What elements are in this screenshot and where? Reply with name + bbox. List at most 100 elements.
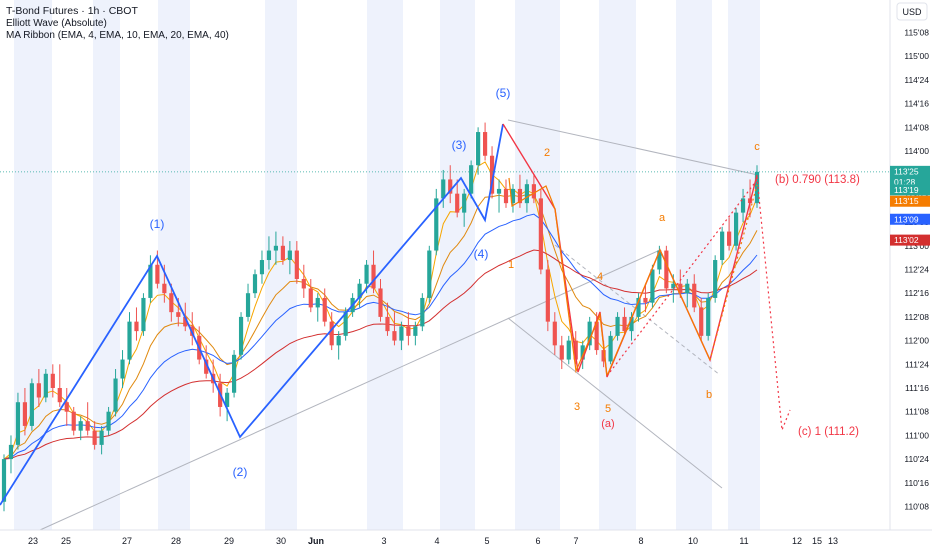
candle-body <box>754 171 760 204</box>
blue-wave-label: (4) <box>474 247 489 261</box>
projection-dotted-line <box>756 176 791 431</box>
candle-body <box>727 231 732 246</box>
session-band <box>599 0 636 530</box>
price-label-text: 113'25 <box>894 166 919 176</box>
price-label-box <box>890 195 930 207</box>
candle-body <box>671 283 676 289</box>
candle-body <box>259 260 265 275</box>
candle-body <box>43 373 48 398</box>
indicator-elliott-wave[interactable]: Elliott Wave (Absolute) <box>6 17 107 29</box>
candle-body <box>245 293 251 317</box>
session-band <box>728 0 760 530</box>
candle-body <box>629 316 634 332</box>
orange-wave-label: b <box>706 389 712 401</box>
candle <box>287 241 292 275</box>
candle <box>371 250 376 294</box>
price-tick-label: 114'08 <box>904 122 929 132</box>
orange-wave-label: 4 <box>597 271 603 283</box>
candle <box>608 331 613 365</box>
time-tick-label: 12 <box>792 536 802 546</box>
symbol-title[interactable]: T-Bond Futures · 1h · CBOT <box>6 5 138 17</box>
candle-body <box>343 312 348 336</box>
currency-button[interactable] <box>896 2 928 21</box>
candle <box>1 454 7 512</box>
price-label-countdown: 01:28 <box>894 177 916 187</box>
candle-body <box>273 245 279 251</box>
candle-body <box>336 335 341 346</box>
candle-body <box>176 312 181 317</box>
candle-body <box>580 345 585 360</box>
session-band <box>515 0 560 530</box>
price-tick-label: 110'08 <box>904 502 929 512</box>
price-tick-label: 112'00 <box>904 336 929 346</box>
candle-body <box>594 321 599 351</box>
orange-wave-label: 3 <box>574 401 580 413</box>
candle-body <box>733 212 739 246</box>
candle <box>524 179 530 213</box>
orange-wave-label: a <box>659 212 666 224</box>
candle-body <box>106 411 111 431</box>
price-tick-label: 113'00 <box>904 241 929 251</box>
price-tick-label: 112'16 <box>904 288 929 298</box>
price-tick-label: 114'24 <box>904 75 929 85</box>
blue-wave-label: (1) <box>150 217 165 231</box>
session-band <box>265 0 297 530</box>
candle-body <box>587 321 592 346</box>
price-tick-label: 111'00 <box>905 430 929 440</box>
candle-body <box>545 269 550 322</box>
orange-wave-label: 5 <box>605 403 611 415</box>
time-tick-label: 30 <box>276 536 286 546</box>
candle-body <box>608 335 613 362</box>
candle <box>238 312 244 360</box>
candle-body <box>740 198 746 213</box>
candle <box>336 331 341 360</box>
candle <box>322 288 327 327</box>
candle-body <box>552 321 557 346</box>
orange-dotted-line <box>709 184 758 361</box>
candle <box>427 245 432 303</box>
candle <box>510 184 516 213</box>
candle <box>64 388 69 426</box>
candle <box>78 416 83 441</box>
candle <box>225 388 230 422</box>
candle-body <box>113 378 118 412</box>
candle <box>36 369 41 407</box>
candle <box>357 278 362 308</box>
candle <box>378 278 383 322</box>
indicator-ma-ribbon[interactable]: MA Ribbon (EMA, 4, EMA, 10, EMA, 20, EMA… <box>6 30 229 41</box>
candle <box>266 236 272 270</box>
orange-wave-line <box>508 177 608 377</box>
candle-body <box>22 402 28 426</box>
blue-wave-label: (2) <box>233 465 248 479</box>
candle <box>308 278 313 313</box>
candle <box>329 312 334 351</box>
candle <box>496 179 502 213</box>
price-label: 113'15 <box>890 195 930 207</box>
candle <box>434 188 439 256</box>
time-axis-background <box>0 530 932 550</box>
candle <box>636 293 641 322</box>
candle-body <box>678 283 683 294</box>
candle-body <box>692 283 697 308</box>
candle <box>503 179 509 208</box>
candle-body <box>64 402 69 412</box>
candle <box>99 425 104 455</box>
candle-body <box>162 283 167 294</box>
price-label-box <box>890 234 930 246</box>
wave-lines <box>0 123 791 506</box>
candle-body <box>301 278 306 289</box>
price-label: 113'02 <box>890 234 930 246</box>
projection-annotation: (b) 0.790 (113.8) <box>775 174 860 186</box>
candle <box>754 165 760 208</box>
candle-body <box>448 179 453 194</box>
candle-body <box>441 179 446 199</box>
time-tick-label: 13 <box>828 536 838 546</box>
candle <box>587 316 592 351</box>
candles <box>1 122 760 512</box>
candle <box>113 369 118 417</box>
candle <box>280 236 285 265</box>
time-tick-label: 25 <box>61 536 71 546</box>
candle-body <box>57 388 62 403</box>
candle-body <box>469 165 474 194</box>
